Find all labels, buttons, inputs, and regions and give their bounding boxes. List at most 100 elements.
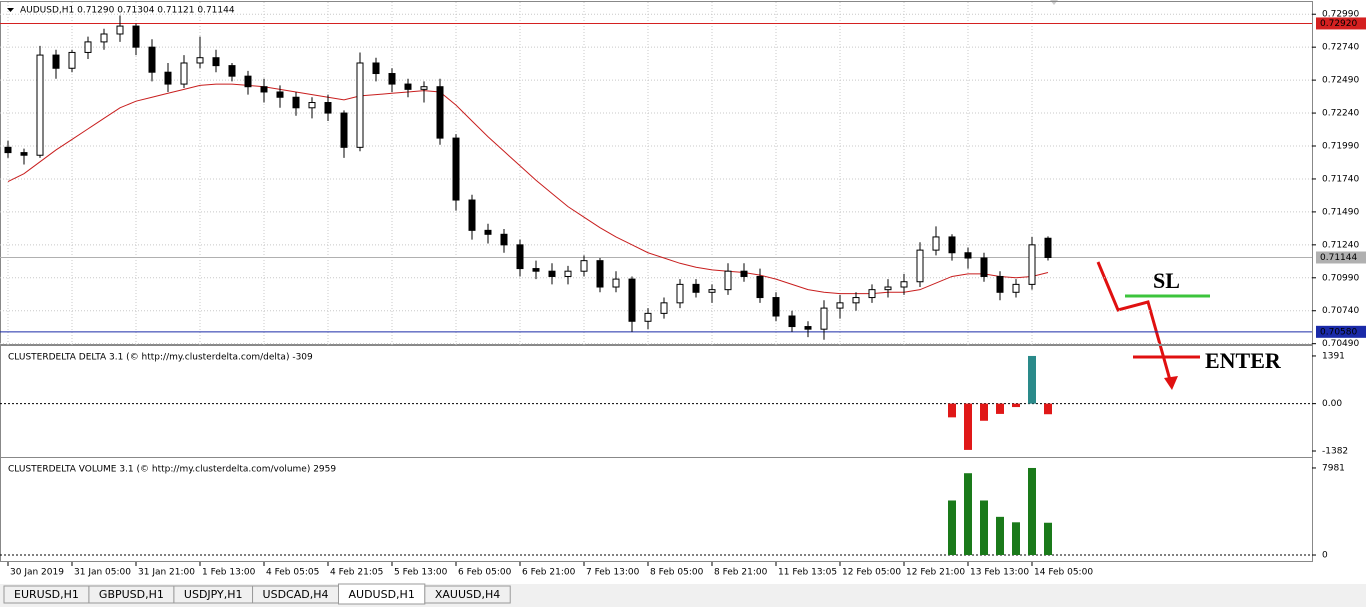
enter-label: ENTER [1205,348,1282,373]
candle-body [196,57,204,64]
candle-body [244,75,252,88]
tab-label[interactable]: XAUUSD,H4 [435,588,500,601]
candle-body [52,54,60,69]
tab-label[interactable]: USDCAD,H4 [263,588,329,601]
tab-label[interactable]: EURUSD,H1 [14,588,79,601]
y-tick-label: -1382 [1322,447,1348,457]
x-tick-label: 6 Feb 05:00 [458,568,512,578]
chart-title: AUDUSD,H1 0.71290 0.71304 0.71121 0.7114… [20,6,235,16]
x-tick-label: 31 Jan 05:00 [74,568,131,578]
y-tick-label: 0.71490 [1322,207,1359,217]
y-tick-label: 1391 [1322,351,1345,361]
bar [1044,522,1052,556]
x-tick-label: 4 Feb 05:05 [266,568,319,578]
candle-body [516,244,524,270]
candle-body [228,65,236,77]
x-tick-label: 4 Feb 21:05 [330,568,383,578]
bar [1028,467,1036,556]
candle-body [484,229,492,235]
bar [964,473,972,556]
candle-body [724,270,732,291]
tab-label[interactable]: AUDUSD,H1 [349,588,415,601]
candle-body [468,199,476,231]
candle-body [292,96,300,109]
x-tick-label: 8 Feb 05:00 [650,568,704,578]
y-tick-label: 0.72240 [1322,109,1359,119]
x-tick-label: 7 Feb 13:00 [586,568,640,578]
bar [980,500,988,556]
x-tick-label: 11 Feb 13:05 [778,568,837,578]
x-tick-label: 31 Jan 21:00 [138,568,195,578]
x-tick-label: 12 Feb 21:00 [906,568,965,578]
sl-label: SL [1153,268,1180,293]
y-tick-label: 0.72740 [1322,43,1359,53]
y-tick-label: 0.70740 [1322,306,1359,316]
tab-label[interactable]: GBPUSD,H1 [99,588,164,601]
bar [980,403,988,421]
candle-body [276,91,284,98]
candle-body [1044,237,1052,258]
candle-body [84,41,92,53]
y-tick-label: 0.72490 [1322,76,1359,86]
x-tick-label: 6 Feb 21:00 [522,568,576,578]
panel-title: CLUSTERDELTA DELTA 3.1 (© http://my.clus… [8,353,313,363]
candle-body [20,152,28,156]
tab-label[interactable]: USDJPY,H1 [184,588,243,601]
arrow-head [1164,376,1178,390]
y-tick-label: 0.71740 [1322,174,1359,184]
candle-body [36,54,44,156]
candle-body [788,315,796,328]
y-tick-label: 7981 [1322,463,1345,473]
x-tick-label: 30 Jan 2019 [10,568,64,578]
candle-body [404,83,412,90]
candle-body [692,283,700,293]
x-tick-label: 5 Feb 13:00 [394,568,448,578]
candle-body [708,289,716,293]
candle-body [820,307,828,330]
candle-body [500,233,508,246]
candle-body [148,46,156,73]
price-label-box [1316,251,1366,264]
candle-body [964,252,972,259]
candle-body [660,302,668,314]
candle-body [932,236,940,251]
y-tick-label: 0.70490 [1322,339,1359,349]
candle-body [532,268,540,272]
candle-body [548,270,556,277]
candle-body [180,62,188,85]
panel-title: CLUSTERDELTA VOLUME 3.1 (© http://my.clu… [8,465,336,475]
candle-body [804,326,812,330]
candle-body [868,289,876,299]
candle-body [212,57,220,67]
x-tick-label: 1 Feb 13:00 [202,568,256,578]
tab[interactable] [424,585,511,604]
candle-body [676,283,684,304]
bar [1012,522,1020,556]
bar [1012,403,1020,408]
candle-body [356,62,364,148]
y-tick-label: 0.71990 [1322,142,1359,152]
candle-body [1028,244,1036,285]
candle-body [68,51,76,69]
candle-body [164,71,172,85]
bar [1044,403,1052,415]
bar [948,500,956,556]
x-tick-label: 13 Feb 13:00 [970,568,1029,578]
candle-body [436,86,444,139]
candle-body [948,236,956,254]
candle-body [836,302,844,309]
arrow-drawing [1096,261,1172,381]
y-tick-label: 0.70990 [1322,273,1359,283]
x-tick-label: 8 Feb 21:00 [714,568,768,578]
candle-body [916,249,924,283]
bar [996,516,1004,556]
candle-body [628,278,636,322]
candle-body [852,297,860,304]
candle-body [644,312,652,322]
bar [948,403,956,418]
candle-body [884,286,892,291]
candle-body [100,33,108,43]
candle-body [4,146,12,154]
